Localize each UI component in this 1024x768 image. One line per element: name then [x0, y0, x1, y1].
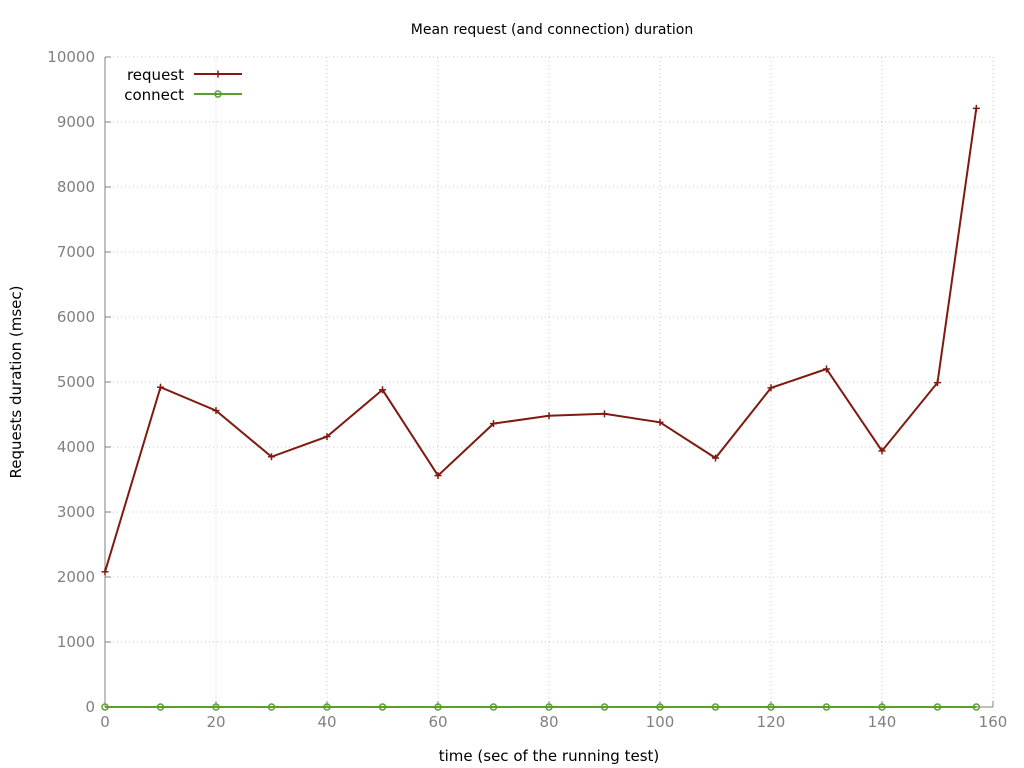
- legend: request connect: [124, 66, 242, 104]
- y-tick-label: 2000: [57, 568, 95, 586]
- legend-item-request: request: [127, 66, 242, 84]
- legend-label: connect: [124, 86, 184, 104]
- x-tick-label: 140: [868, 713, 897, 731]
- data-point-request: [934, 379, 941, 387]
- data-point-connect: [156, 703, 165, 711]
- y-tick-label: 1000: [57, 633, 95, 651]
- data-point-request: [212, 407, 220, 415]
- legend-label: request: [127, 66, 184, 84]
- grid: [105, 56, 994, 707]
- data-point-request: [878, 447, 886, 455]
- data-point-request: [157, 383, 164, 391]
- data-point-request: [972, 104, 980, 112]
- data-point-request: [823, 365, 830, 373]
- y-tick-label: 3000: [57, 503, 95, 521]
- y-axis-label: Requests duration (msec): [7, 285, 25, 478]
- x-tick-label: 120: [757, 713, 786, 731]
- data-point-connect: [267, 703, 276, 711]
- x-tick-label: 0: [100, 713, 110, 731]
- x-tick-label: 20: [206, 713, 225, 731]
- data-point-request: [656, 418, 664, 426]
- y-tick-label: 0: [85, 698, 95, 716]
- legend-swatch-marker: [214, 70, 222, 78]
- y-axis-ticks: 0 1000 2000 3000 4000 5000 6000 7000 8000 9000 100…: [47, 48, 111, 716]
- series-connect: [101, 703, 981, 711]
- data-point-request: [767, 384, 775, 392]
- data-point-connect: [972, 703, 981, 711]
- data-point-connect: [323, 703, 331, 711]
- legend-item-connect: connect: [124, 86, 242, 104]
- legend-swatch-marker: [214, 90, 222, 98]
- data-point-connect: [545, 703, 553, 711]
- data-point-connect: [489, 703, 498, 711]
- data-point-connect: [378, 703, 387, 711]
- x-tick-label: 80: [539, 713, 558, 731]
- y-tick-label: 10000: [47, 48, 95, 66]
- y-tick-label: 7000: [57, 243, 95, 261]
- data-point-request: [268, 453, 275, 461]
- x-tick-label: 40: [317, 713, 336, 731]
- data-point-connect: [656, 703, 664, 711]
- y-tick-label: 5000: [57, 373, 95, 391]
- series-request: [101, 104, 980, 576]
- data-point-connect: [212, 703, 220, 711]
- data-point-request: [379, 386, 386, 394]
- x-axis-ticks: 0 20 40 60 80 100 120 140 160: [100, 701, 1007, 731]
- data-point-connect: [600, 703, 609, 711]
- data-point-request: [434, 472, 442, 480]
- data-point-connect: [878, 703, 886, 711]
- y-tick-label: 4000: [57, 438, 95, 456]
- y-tick-label: 8000: [57, 178, 95, 196]
- data-point-request: [101, 568, 109, 576]
- chart-title: Mean request (and connection) duration: [411, 22, 693, 38]
- data-point-connect: [767, 703, 775, 711]
- x-tick-label: 60: [428, 713, 447, 731]
- data-point-request: [545, 412, 553, 420]
- data-point-connect: [434, 703, 442, 711]
- series-group: [101, 104, 981, 711]
- x-axis-label: time (sec of the running test): [439, 747, 660, 765]
- data-point-connect: [933, 703, 942, 711]
- data-point-request: [712, 454, 719, 462]
- y-tick-label: 9000: [57, 113, 95, 131]
- x-tick-label: 100: [646, 713, 675, 731]
- x-tick-label: 160: [979, 713, 1008, 731]
- data-point-connect: [822, 703, 831, 711]
- y-tick-label: 6000: [57, 308, 95, 326]
- data-point-request: [490, 420, 497, 428]
- data-point-request: [323, 433, 331, 441]
- data-point-connect: [101, 703, 109, 711]
- data-point-connect: [711, 703, 720, 711]
- data-point-request: [601, 410, 608, 418]
- series-line-request: [104, 108, 978, 573]
